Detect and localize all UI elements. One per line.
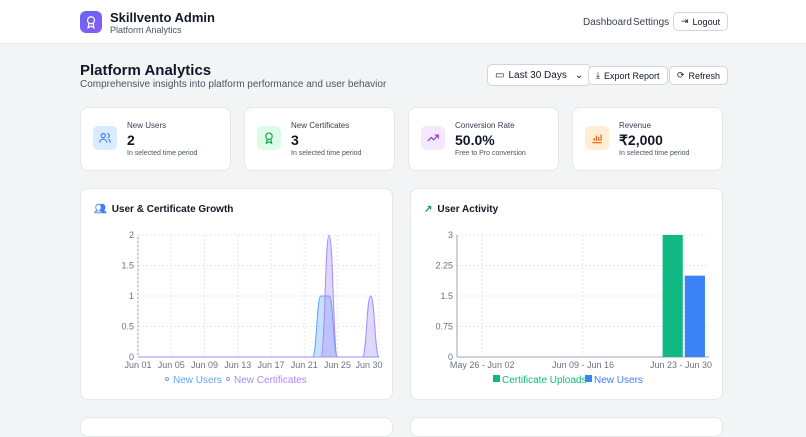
- stat-value: ₹2,000: [619, 132, 663, 148]
- logout-button[interactable]: ⇥ Logout: [673, 12, 729, 31]
- legend-marker: [585, 375, 592, 382]
- stat-title: New Certificates: [291, 121, 350, 130]
- brand-subtitle: Platform Analytics: [110, 25, 182, 35]
- stat-title: Conversion Rate: [455, 121, 515, 130]
- calendar-icon: ▭: [495, 69, 505, 81]
- y-tick-label: 2: [129, 230, 134, 240]
- x-tick-label: Jun 21: [291, 360, 318, 370]
- bar-certificate-uploads: [662, 235, 683, 357]
- x-tick-label: Jun 09: [191, 360, 218, 370]
- x-tick-label: Jun 30: [355, 360, 382, 370]
- award-icon: [257, 126, 281, 150]
- x-tick-label: Jun 05: [158, 360, 185, 370]
- stat-card: New Users 2 In selected time period: [80, 107, 231, 171]
- growth-chart: 0 0.5 1 1.5 2 Jun 01 Jun 05 Jun 09 Jun 13 Jun 17 J…: [121, 230, 382, 386]
- export-label: Export Report: [603, 70, 660, 81]
- y-tick-label: 1: [129, 291, 134, 301]
- legend-label: New Users: [173, 375, 222, 386]
- y-tick-label: 1.5: [121, 261, 134, 271]
- logout-icon: ⇥: [681, 16, 689, 26]
- x-tick-label: Jun 25: [324, 360, 351, 370]
- refresh-button[interactable]: ⟳ Refresh: [669, 66, 729, 85]
- trending-up-icon: [421, 126, 445, 150]
- stat-card: Conversion Rate 50.0% Free to Pro conver…: [408, 107, 559, 171]
- trending-up-icon: ↗: [424, 204, 433, 215]
- legend-label: Certificate Uploads: [502, 375, 586, 386]
- chart-title: User Activity: [437, 204, 499, 215]
- activity-chart-card: ↗ User Activity 0 0.75 1.5 2.25 3 May 26 - Jun…: [410, 188, 723, 400]
- bar-new-users: [684, 275, 705, 357]
- y-tick-label: 2.25: [435, 261, 453, 271]
- bar-chart-icon: [585, 126, 609, 150]
- nav-settings[interactable]: Settings: [633, 17, 670, 28]
- y-tick-label: 0.5: [121, 322, 134, 332]
- x-tick-label: Jun 17: [257, 360, 284, 370]
- y-tick-label: 0: [129, 352, 134, 362]
- stat-title: Revenue: [619, 121, 652, 130]
- date-range-value: Last 30 Days: [508, 69, 567, 81]
- lower-card: [410, 417, 723, 437]
- legend-label: New Certificates: [234, 375, 307, 386]
- x-tick-label: Jun 01: [124, 360, 151, 370]
- stat-desc: Free to Pro conversion: [455, 150, 526, 157]
- y-tick-label: 3: [448, 230, 453, 240]
- legend-marker: [226, 377, 230, 381]
- refresh-icon: ⟳: [677, 70, 685, 80]
- x-tick-label: Jun 23 - Jun 30: [650, 360, 712, 370]
- stat-value: 2: [127, 132, 135, 148]
- stat-desc: In selected time period: [619, 150, 690, 157]
- legend-marker: [165, 377, 169, 381]
- growth-chart-card: 👥︎ User & Certificate Growth 0 0.5 1 1.5 2 Jun…: [80, 188, 393, 400]
- date-range-select[interactable]: ▭ Last 30 Days ⌄: [487, 64, 592, 86]
- page-subtitle: Comprehensive insights into platform per…: [80, 79, 387, 90]
- export-report-button[interactable]: ⤓ Export Report: [588, 66, 668, 85]
- area-new-certificates: [138, 235, 379, 357]
- nav-dashboard[interactable]: Dashboard: [583, 17, 632, 28]
- users-icon: 👥︎: [94, 204, 107, 215]
- users-icon: [93, 126, 117, 150]
- top-header: Skillvento Admin Platform Analytics Dash…: [0, 0, 806, 44]
- y-tick-label: 0.75: [435, 322, 453, 332]
- stat-title: New Users: [127, 121, 167, 130]
- stat-desc: In selected time period: [291, 150, 362, 157]
- stat-value: 3: [291, 132, 299, 148]
- y-tick-label: 1.5: [440, 291, 453, 301]
- brand-name: Skillvento Admin: [110, 10, 215, 25]
- download-icon: ⤓: [596, 70, 600, 80]
- x-tick-label: Jun 09 - Jun 16: [552, 360, 614, 370]
- chevron-down-icon: ⌄: [574, 69, 584, 81]
- area-new-users: [138, 296, 379, 357]
- stat-value: 50.0%: [455, 132, 495, 148]
- stat-card: Revenue ₹2,000 In selected time period: [572, 107, 723, 171]
- line-new-certificates: [138, 234, 380, 358]
- lower-card: [80, 417, 393, 437]
- logout-label: Logout: [692, 16, 721, 27]
- stat-card: New Certificates 3 In selected time peri…: [244, 107, 395, 171]
- stat-desc: In selected time period: [127, 150, 198, 157]
- page-title: Platform Analytics: [80, 62, 212, 79]
- activity-chart: 0 0.75 1.5 2.25 3 May 26 - Jun 02 Jun 09 - Jun…: [435, 230, 712, 386]
- award-logo-icon: [80, 11, 102, 33]
- y-tick-label: 0: [448, 352, 453, 362]
- legend-label: New Users: [594, 375, 643, 386]
- x-tick-label: May 26 - Jun 02: [450, 360, 515, 370]
- refresh-label: Refresh: [688, 70, 721, 81]
- legend-marker: [493, 375, 500, 382]
- chart-title: User & Certificate Growth: [111, 204, 234, 215]
- x-tick-label: Jun 13: [224, 360, 251, 370]
